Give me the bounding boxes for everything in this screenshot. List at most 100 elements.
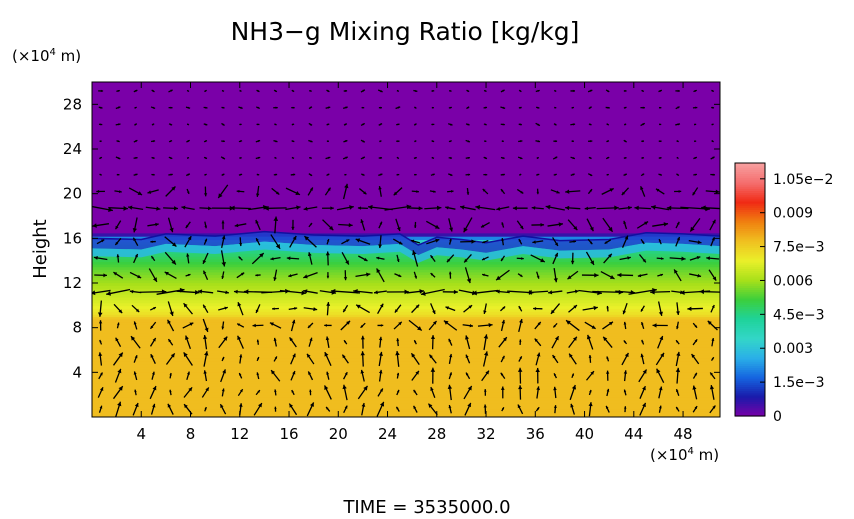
wind-vector-head: [156, 206, 161, 211]
wind-vector-head: [519, 319, 523, 324]
wind-vector: [238, 173, 243, 176]
wind-vector: [584, 206, 596, 211]
wind-vector: [571, 373, 575, 379]
wind-vector: [606, 356, 610, 362]
wind-vector-head: [327, 89, 330, 92]
colorbar-frame: [734, 162, 766, 417]
wind-vector: [342, 156, 348, 160]
x-tick-label: 24: [378, 425, 397, 443]
wind-vector-head: [170, 106, 173, 109]
wind-vector: [340, 320, 351, 331]
wind-vector-head: [536, 275, 540, 279]
wind-vector-head: [379, 123, 383, 126]
colorbar-segment: [735, 228, 765, 232]
wind-vector: [675, 367, 681, 384]
wind-vector-head: [483, 310, 487, 314]
wind-vector-head: [273, 277, 277, 281]
wind-vector-head: [606, 173, 609, 176]
wind-vector-head: [357, 206, 362, 210]
time-equals: =: [392, 497, 407, 518]
wind-vector-head: [396, 259, 400, 263]
wind-vector: [516, 257, 524, 260]
wind-vector-head: [324, 323, 327, 327]
wind-vector-head: [151, 371, 155, 375]
wind-vector-head: [430, 255, 434, 259]
wind-vector: [640, 305, 645, 312]
wind-vector-head: [607, 89, 610, 92]
wind-vector: [219, 403, 227, 415]
wind-vector-head: [309, 106, 312, 109]
wind-vector-head: [651, 205, 656, 210]
colorbar-segment: [735, 167, 765, 170]
wind-vector: [307, 371, 314, 381]
wind-vector-head: [433, 190, 436, 193]
wind-vector: [605, 106, 610, 109]
wind-vector: [325, 406, 331, 412]
wind-vector: [341, 238, 350, 245]
wind-vector: [465, 156, 471, 160]
wind-vector: [133, 253, 139, 264]
wind-vector-head: [453, 289, 458, 295]
wind-vector-head: [123, 206, 128, 211]
wind-vector: [570, 403, 576, 415]
wind-vector: [655, 188, 665, 195]
wind-vector-head: [471, 239, 476, 244]
wind-vector-head: [308, 371, 312, 375]
wind-vector-head: [325, 251, 330, 256]
wind-vector-head: [203, 304, 207, 309]
wind-vector: [326, 272, 330, 279]
wind-vector-head: [520, 225, 524, 230]
wind-vector-head: [344, 405, 348, 409]
wind-vector-head: [449, 353, 453, 358]
wind-vector: [430, 272, 436, 278]
wind-vector-head: [238, 403, 243, 407]
wind-vector: [355, 272, 371, 278]
wind-vector-head: [554, 123, 557, 126]
wind-vector: [666, 205, 689, 211]
field-band: [92, 176, 720, 181]
wind-vector-head: [221, 220, 225, 224]
wind-vector: [414, 140, 417, 143]
wind-vector-head: [637, 273, 642, 278]
wind-vector: [673, 269, 682, 282]
wind-vector-head: [256, 356, 260, 360]
colorbar-segment: [735, 211, 765, 215]
wind-vector: [650, 205, 670, 211]
wind-vector-head: [548, 290, 553, 295]
colorbar-tick-label: 1.05e−2: [773, 172, 833, 188]
wind-vector-head: [360, 351, 365, 356]
wind-vector-head: [642, 402, 646, 408]
wind-vector: [99, 140, 102, 143]
wind-vector: [239, 157, 242, 159]
wind-vector-head: [574, 289, 579, 294]
wind-vector: [202, 252, 209, 265]
wind-vector: [290, 173, 296, 176]
wind-vector-head: [184, 404, 188, 409]
wind-vector-head: [697, 240, 702, 245]
wind-vector: [512, 206, 528, 211]
colorbar-segment: [735, 321, 765, 324]
wind-vector-head: [133, 371, 137, 375]
wind-vector: [183, 302, 193, 315]
wind-vector: [448, 271, 452, 279]
wind-vector: [239, 123, 242, 126]
field-band: [92, 341, 720, 345]
wind-vector: [115, 123, 121, 126]
wind-vector-head: [363, 257, 368, 261]
colorbar-segment: [735, 224, 765, 227]
wind-vector-head: [92, 290, 96, 296]
wind-vector-head: [288, 274, 292, 278]
y-unit-exponent: 4: [50, 47, 56, 58]
wind-vector-head: [273, 216, 279, 221]
wind-vector: [483, 303, 487, 314]
wind-vector-head: [593, 305, 598, 311]
wind-vector-head: [380, 89, 383, 93]
colorbar-segment: [735, 205, 765, 208]
wind-vector: [675, 388, 680, 396]
wind-vector: [288, 273, 298, 278]
wind-vector: [273, 269, 278, 281]
wind-vector-head: [255, 309, 259, 313]
wind-vector-head: [496, 275, 501, 281]
wind-vector: [500, 156, 505, 160]
wind-vector-head: [588, 355, 592, 358]
